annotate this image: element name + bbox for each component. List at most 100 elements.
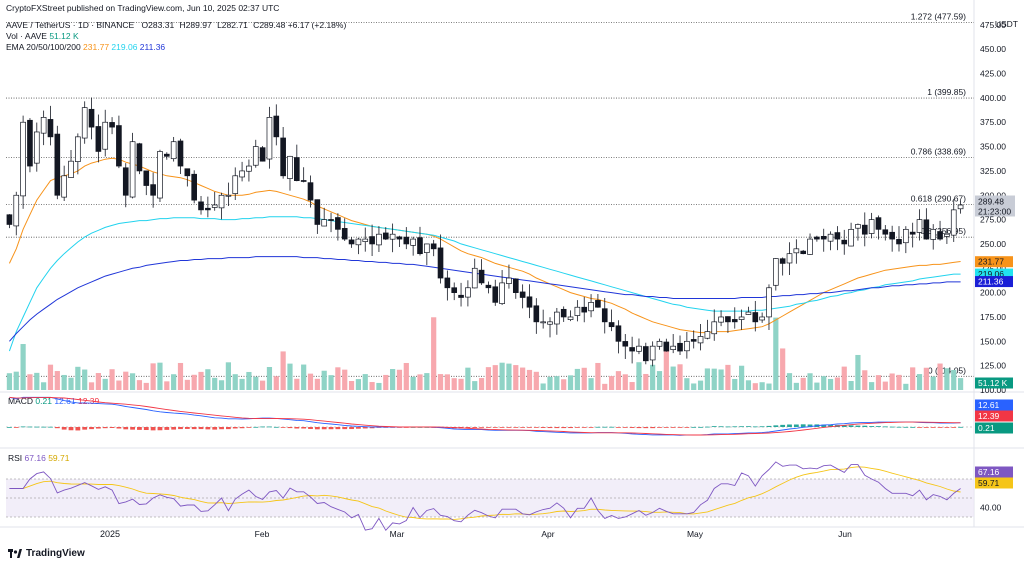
candle-body bbox=[116, 125, 122, 167]
candle bbox=[307, 175, 314, 208]
candle-body bbox=[430, 243, 437, 250]
candle bbox=[820, 228, 827, 252]
bar-timer-tag: 21:23:00 bbox=[978, 207, 1011, 217]
candle-body bbox=[382, 232, 389, 240]
volume-bar bbox=[910, 367, 916, 390]
ema50-value: 219.06 bbox=[111, 42, 138, 52]
time-tick-label: May bbox=[687, 529, 704, 539]
candle bbox=[376, 226, 382, 252]
candle bbox=[437, 234, 444, 284]
volume-bar bbox=[390, 369, 396, 390]
macd-hist-bar bbox=[691, 426, 697, 428]
price-tick-label: 125.00 bbox=[980, 361, 1006, 371]
candle bbox=[608, 309, 615, 332]
macd-hist-bar bbox=[725, 426, 731, 428]
candle bbox=[232, 167, 239, 201]
price-tick-label: 225.00 bbox=[980, 263, 1006, 273]
volume-price-tag-bg bbox=[975, 377, 1013, 389]
candle-body bbox=[122, 167, 129, 196]
volume-bar bbox=[766, 383, 772, 390]
hist-tag: 0.21 bbox=[978, 423, 995, 433]
volume-bar bbox=[424, 373, 430, 390]
candle-body bbox=[547, 321, 553, 325]
macd-hist-bar bbox=[137, 427, 142, 430]
volume-bar bbox=[540, 383, 546, 390]
macd-hist-bar bbox=[342, 427, 348, 430]
fib-level-label: 0.5 (256.95) bbox=[920, 226, 966, 236]
candle-body bbox=[314, 199, 321, 225]
open-label: O bbox=[141, 20, 149, 30]
macd-hist-bar bbox=[239, 427, 245, 429]
candle bbox=[752, 300, 759, 332]
macd-hist-bar bbox=[232, 427, 238, 429]
volume-bar bbox=[752, 383, 758, 390]
candle-body bbox=[903, 228, 909, 244]
ema200-price-tag: 211.36 bbox=[978, 277, 1004, 287]
volume-bar bbox=[834, 377, 841, 390]
volume-bar bbox=[171, 374, 177, 390]
candle bbox=[81, 101, 88, 144]
candle bbox=[766, 284, 772, 331]
macd-hist-bar bbox=[698, 426, 703, 428]
candle bbox=[259, 146, 266, 162]
candle bbox=[471, 258, 478, 289]
macd-hist-bar bbox=[479, 427, 484, 428]
candle-body bbox=[731, 319, 738, 323]
macd-hist-bar bbox=[41, 426, 47, 428]
candle bbox=[6, 214, 13, 229]
macd-hist-bar bbox=[178, 427, 183, 430]
candle bbox=[499, 270, 505, 306]
ema-label: EMA 20/50/100/200 bbox=[6, 42, 81, 52]
low-label: L bbox=[217, 20, 222, 30]
volume-bar bbox=[129, 373, 136, 390]
volume-bar bbox=[513, 365, 519, 390]
candle-body bbox=[348, 239, 355, 245]
candle-body bbox=[868, 219, 875, 234]
macd-hist-bar bbox=[540, 427, 546, 428]
volume-bar bbox=[362, 374, 368, 390]
volume-bar bbox=[697, 380, 704, 390]
price-tick-label: 400.00 bbox=[980, 93, 1006, 103]
fib-level-label: 0.786 (338.69) bbox=[911, 147, 966, 157]
volume-bar bbox=[437, 374, 444, 390]
macd-hist-bar bbox=[793, 424, 799, 427]
rsi-line bbox=[9, 461, 961, 532]
candle bbox=[547, 317, 553, 338]
candle bbox=[595, 293, 601, 308]
candle-body bbox=[143, 170, 150, 186]
candle bbox=[266, 106, 273, 169]
candle-body bbox=[410, 238, 416, 246]
candle-body bbox=[752, 312, 759, 323]
candle-body bbox=[294, 157, 300, 182]
volume-bar bbox=[150, 363, 156, 390]
candle bbox=[273, 104, 280, 146]
close-label: C bbox=[253, 20, 260, 30]
macd-hist-bar bbox=[95, 427, 101, 429]
time-tick-label: Feb bbox=[255, 529, 270, 539]
ohlc-line: AAVE / TetherUS · 1D · BINANCE O283.31 H… bbox=[6, 20, 346, 31]
volume-bar bbox=[109, 369, 115, 390]
volume-bar bbox=[205, 369, 211, 390]
volume-bar bbox=[739, 365, 745, 390]
candle-body bbox=[957, 204, 964, 210]
price-tick-label: 375.00 bbox=[980, 117, 1006, 127]
candle-body bbox=[225, 194, 232, 197]
macd-hist-bar bbox=[547, 427, 553, 429]
candle bbox=[697, 323, 704, 351]
candle-body bbox=[766, 287, 772, 318]
macd-hist-bar bbox=[841, 425, 847, 427]
price-tick-label: 250.00 bbox=[980, 239, 1006, 249]
candle bbox=[163, 152, 170, 160]
ema200-line bbox=[9, 256, 961, 342]
price-tick-label: 350.00 bbox=[980, 142, 1006, 152]
candle bbox=[451, 282, 458, 301]
macd-hist-bar bbox=[869, 426, 875, 427]
volume-bar bbox=[704, 368, 710, 390]
macd-hist-bar bbox=[636, 427, 642, 429]
macd-hist-bar bbox=[362, 427, 368, 429]
macd-hist-bar bbox=[7, 427, 12, 428]
macd-hist-bar bbox=[260, 426, 266, 428]
candle bbox=[191, 170, 197, 204]
candle-body bbox=[759, 316, 765, 321]
